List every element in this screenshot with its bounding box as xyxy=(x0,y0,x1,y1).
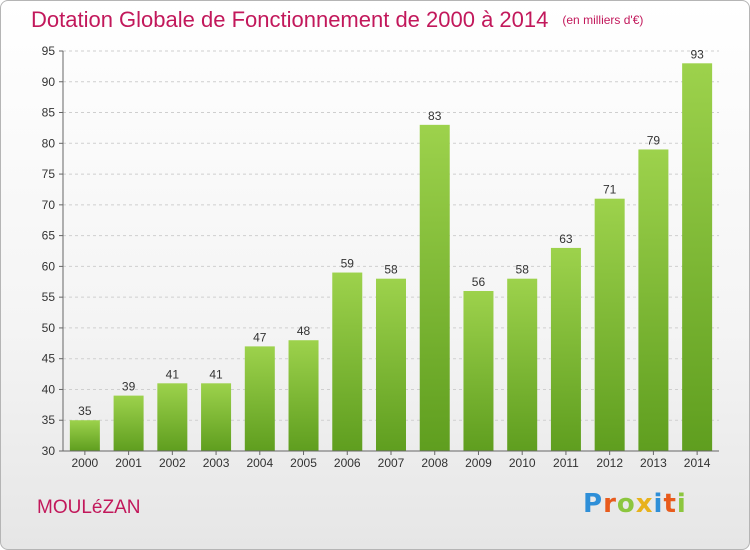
y-tick-label: 85 xyxy=(42,106,56,120)
x-tick-label: 2005 xyxy=(290,456,317,470)
logo-letter: x xyxy=(635,489,654,519)
data-label: 71 xyxy=(603,183,617,197)
data-label: 41 xyxy=(209,367,223,381)
y-tick-label: 55 xyxy=(42,290,56,304)
bar xyxy=(69,420,100,451)
y-tick-label: 65 xyxy=(42,229,56,243)
x-tick-label: 2012 xyxy=(596,456,623,470)
data-label: 83 xyxy=(428,109,442,123)
bar xyxy=(682,63,713,452)
logo-letter: P xyxy=(583,489,604,519)
y-tick-label: 90 xyxy=(42,75,56,89)
bar xyxy=(332,272,363,451)
logo-letter: t xyxy=(663,489,677,519)
y-tick-label: 40 xyxy=(42,382,56,396)
commune-name: MOULéZAN xyxy=(37,497,141,518)
logo-letter: i xyxy=(653,489,664,519)
x-tick-label: 2014 xyxy=(684,456,711,470)
bar xyxy=(113,395,144,451)
bar xyxy=(157,383,188,451)
y-tick-label: 80 xyxy=(42,136,56,150)
x-tick-label: 2004 xyxy=(246,456,273,470)
bar xyxy=(507,278,538,451)
x-tick-label: 2001 xyxy=(115,456,142,470)
x-tick-label: 2003 xyxy=(203,456,230,470)
data-label: 56 xyxy=(472,275,486,289)
data-label: 59 xyxy=(341,257,355,271)
data-label: 63 xyxy=(559,232,573,246)
y-tick-label: 30 xyxy=(42,444,56,458)
bar xyxy=(201,383,232,451)
y-tick-label: 35 xyxy=(42,413,56,427)
x-tick-label: 2009 xyxy=(465,456,492,470)
logo-letter: r xyxy=(603,489,617,519)
data-label: 41 xyxy=(166,367,180,381)
bar xyxy=(594,198,625,451)
bar xyxy=(463,291,494,451)
x-tick-label: 2000 xyxy=(72,456,99,470)
x-tick-label: 2008 xyxy=(421,456,448,470)
y-tick-label: 75 xyxy=(42,167,56,181)
bar xyxy=(419,124,450,451)
y-tick-label: 50 xyxy=(42,321,56,335)
proxiti-logo: Proxiti xyxy=(583,489,687,519)
data-label: 58 xyxy=(516,263,530,277)
x-tick-label: 2013 xyxy=(640,456,667,470)
bar xyxy=(288,340,319,451)
x-tick-label: 2010 xyxy=(509,456,536,470)
bar xyxy=(550,247,581,451)
data-label: 47 xyxy=(253,330,267,344)
x-tick-label: 2007 xyxy=(378,456,405,470)
chart-subtitle: (en milliers d'€) xyxy=(562,13,644,27)
logo-letter: i xyxy=(676,489,687,519)
x-tick-label: 2011 xyxy=(553,456,579,470)
y-tick-label: 60 xyxy=(42,259,56,273)
data-label: 48 xyxy=(297,324,311,338)
y-tick-label: 95 xyxy=(42,44,56,58)
bar xyxy=(244,346,275,451)
x-tick-label: 2006 xyxy=(334,456,361,470)
bar xyxy=(376,278,406,451)
chart-title: Dotation Globale de Fonctionnement de 20… xyxy=(31,7,643,33)
data-label: 39 xyxy=(122,380,136,394)
data-label: 79 xyxy=(647,133,661,147)
data-label: 58 xyxy=(384,263,398,277)
data-label: 93 xyxy=(690,47,704,61)
y-tick-label: 70 xyxy=(42,198,56,212)
data-label: 35 xyxy=(78,404,92,418)
chart-title-text: Dotation Globale de Fonctionnement de 20… xyxy=(31,7,549,32)
x-tick-label: 2002 xyxy=(159,456,186,470)
logo-letter: o xyxy=(616,489,636,519)
y-tick-label: 45 xyxy=(42,352,56,366)
bar xyxy=(638,149,669,451)
